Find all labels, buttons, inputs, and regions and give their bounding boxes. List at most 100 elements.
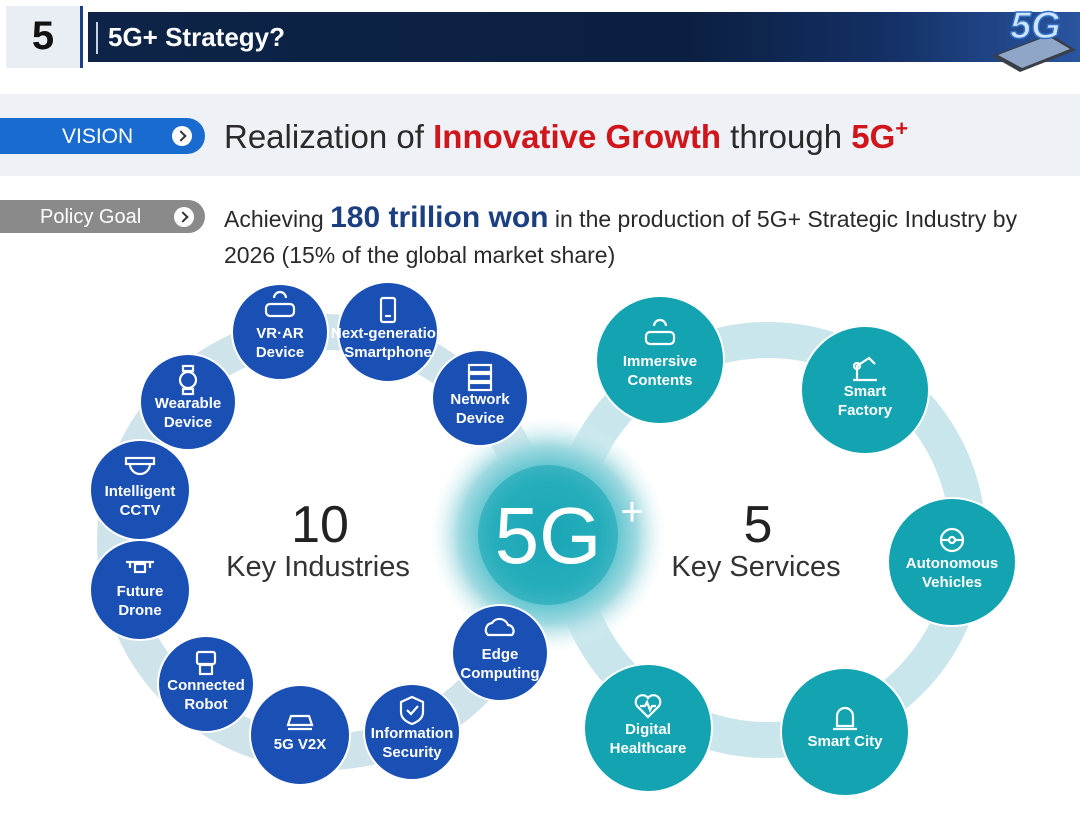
vision-text-sup: + [895,116,909,141]
industry-node-circle [451,604,549,702]
car-icon [286,714,314,731]
service-node-circle [595,295,725,425]
industry-node: Next-generation Smartphone [331,281,445,383]
section-number: 5 [31,14,55,58]
industry-node-circle [337,281,439,383]
vision-text-mid: through [721,118,852,155]
industry-node-label: Connected [167,677,245,694]
drone-icon [126,560,154,574]
services-count: 5 [744,496,773,554]
industries-label: Key Industries [226,551,410,583]
service-node: Smart City [780,667,910,797]
5g-diagram: 5G + 10 Key Industries 5 Key Services VR… [89,281,1017,797]
industry-node: VR·AR Device [231,283,329,381]
vision-pill: VISION [0,118,205,154]
robot-icon [195,650,217,676]
industry-node-label: Information [371,725,454,742]
industries-count: 10 [291,496,349,554]
service-node-label: Factory [838,402,893,419]
service-node-label: Smart [844,383,887,400]
slide-header: 5 5G+ Strategy? 5G [0,0,1080,75]
industry-node-circle [231,283,329,381]
industry-node: Future Drone [89,539,191,641]
industry-node-label: Wearable [155,395,221,412]
vision-text-pre: Realization of [224,118,434,155]
industry-node: Network Device [431,349,529,447]
industry-node-label: Drone [118,602,161,619]
industry-node-label: Edge [482,646,519,663]
service-node: Smart Factory [800,325,930,455]
policy-text-highlight: 180 trillion won [330,201,549,234]
vr-headset-icon [644,318,676,346]
policy-statement: Achieving 180 trillion won in the produc… [224,200,1054,273]
steering-wheel-icon [939,527,965,553]
service-node-circle [780,667,910,797]
industry-node: Intelligent CCTV [89,439,191,541]
service-node-label: Smart City [807,733,883,750]
service-node-circle [800,325,930,455]
service-node: Immersive Contents [595,295,725,425]
title-bar: 5G+ Strategy? [88,12,1080,62]
service-node-label: Digital [625,721,671,738]
title-divider [96,22,98,54]
policy-text-post: in the production of 5G+ Strategic Indus… [224,206,1018,268]
service-node-label: Contents [628,372,693,389]
industry-node: Connected Robot [157,635,255,733]
vr-headset-icon [264,290,296,318]
services-label: Key Services [671,551,840,583]
industry-node-label: Network [450,391,510,408]
industry-node-circle [431,349,529,447]
industry-node-label: 5G V2X [274,736,327,753]
shield-icon [399,695,425,726]
industry-node-circle [363,683,461,781]
cloud-icon [484,617,515,637]
service-node-label: Autonomous [906,555,998,572]
service-node: Autonomous Vehicles [887,497,1017,627]
phone-icon [379,296,397,324]
industry-node-label: Device [456,410,504,427]
service-node: Digital Healthcare [583,663,713,793]
siren-icon [833,706,857,731]
industry-node-label: CCTV [120,502,161,519]
industry-node-circle [249,684,351,786]
center-core [478,465,618,605]
industry-node: Edge Computing [451,604,549,702]
industry-node-label: Device [256,344,304,361]
industry-node-label: Smartphone [344,344,432,361]
industry-node: Wearable Device [139,353,237,451]
server-icon [467,363,493,392]
industry-node-circle [139,353,237,451]
service-node-label: Immersive [623,353,697,370]
center-5g-label: 5G [495,491,602,580]
industry-node-label: Future [117,583,164,600]
vision-text-end: 5G [851,118,896,155]
service-node-label: Vehicles [922,574,982,591]
industry-node-label: Security [382,744,442,761]
5g-phone-logo-icon: 5G [992,4,1076,72]
camera-icon [124,456,156,476]
policy-goal-label: Policy Goal [40,206,142,228]
section-number-box: 5 [6,6,83,68]
chevron-right-icon [174,207,194,227]
watch-icon [178,364,198,396]
service-node-circle [583,663,713,793]
industry-node-label: Next-generation [331,325,445,342]
robot-arm-icon [852,356,877,382]
vision-text-highlight: Innovative Growth [433,118,721,155]
vision-statement: Realization of Innovative Growth through… [224,116,908,156]
slide-title: 5G+ Strategy? [108,22,286,52]
industry-node-label: VR·AR [256,325,304,342]
policy-text-pre: Achieving [224,206,331,232]
heart-pulse-icon [634,694,662,719]
industry-node: Information Security [363,683,461,781]
industry-node-label: Device [164,414,212,431]
center-plus-label: + [620,490,643,534]
vision-label: VISION [62,125,134,148]
industry-node-label: Intelligent [105,483,176,500]
industry-node-circle [157,635,255,733]
industry-node-label: Computing [460,665,539,682]
industry-node-circle [89,539,191,641]
service-node-circle [887,497,1017,627]
industry-node-label: Robot [184,696,227,713]
service-node-label: Healthcare [610,740,687,757]
